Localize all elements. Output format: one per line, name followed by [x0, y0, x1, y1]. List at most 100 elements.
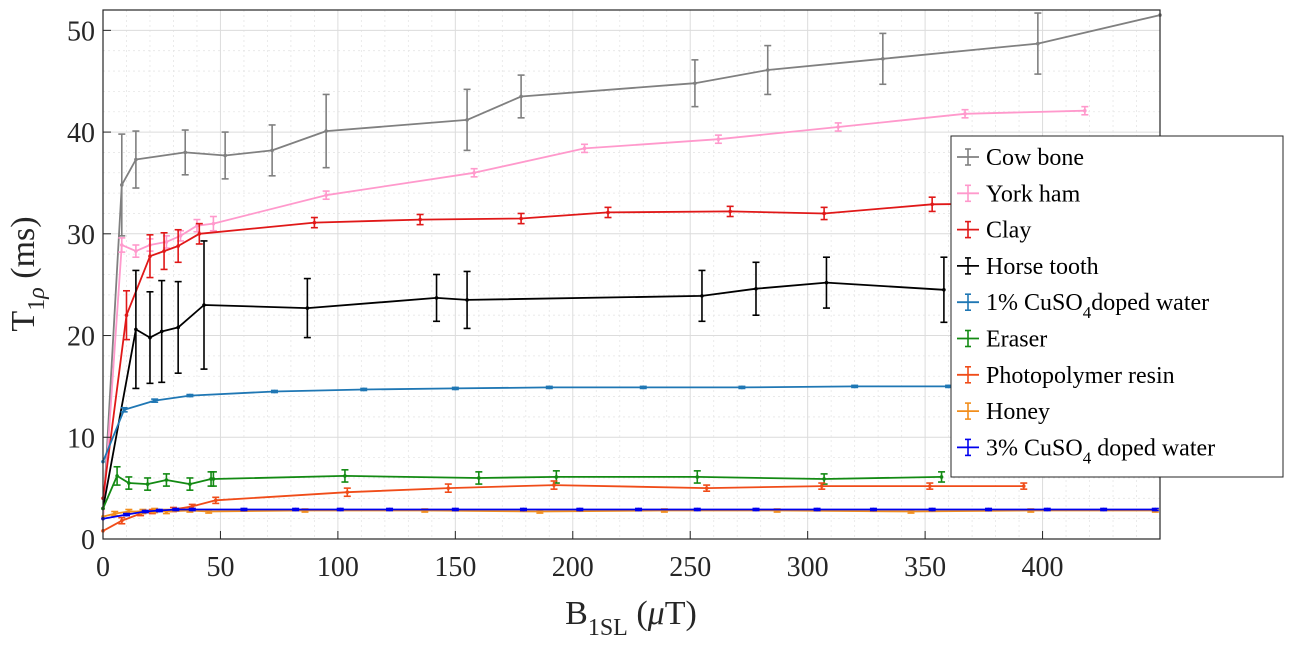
- x-tick-label: 0: [96, 552, 110, 583]
- x-tick-label: 300: [787, 552, 829, 583]
- data-point: [946, 384, 951, 389]
- x-tick-label: 100: [317, 552, 359, 583]
- legend-item: Honey: [957, 399, 1050, 425]
- data-point: [188, 482, 192, 486]
- data-point: [293, 507, 298, 512]
- data-point: [519, 94, 523, 99]
- legend-label: Cow bone: [986, 145, 1084, 171]
- data-point: [446, 486, 451, 490]
- data-point: [122, 408, 126, 412]
- data-point: [1036, 41, 1040, 46]
- data-point: [312, 220, 317, 225]
- data-point: [716, 137, 721, 141]
- legend-item: Clay: [957, 218, 1031, 244]
- data-point: [552, 483, 556, 487]
- data-point: [939, 475, 944, 479]
- data-point: [202, 303, 206, 307]
- data-point: [148, 335, 152, 340]
- data-point: [765, 68, 770, 72]
- data-point: [164, 240, 169, 244]
- data-point: [338, 507, 343, 512]
- legend-item: Eraser: [957, 327, 1047, 353]
- data-point: [176, 244, 180, 248]
- data-point: [324, 193, 328, 197]
- series-clay: [101, 196, 1026, 501]
- data-point: [127, 509, 131, 514]
- data-point: [145, 482, 150, 486]
- y-tick-label: 0: [81, 525, 95, 556]
- data-point: [211, 477, 216, 481]
- data-point: [174, 507, 178, 512]
- data-point: [190, 504, 195, 509]
- data-point: [188, 393, 192, 398]
- legend-item: Photopolymer resin: [957, 363, 1175, 389]
- data-point: [418, 217, 422, 222]
- legend-label-name: 3% CuSO: [986, 435, 1083, 461]
- data-point: [472, 170, 476, 175]
- x-axis-title-sub: 1SL: [588, 615, 628, 641]
- data-point: [115, 474, 119, 478]
- data-point: [695, 507, 700, 512]
- y-axis-title-unit: (ms): [5, 216, 42, 287]
- data-point: [986, 507, 991, 512]
- data-point: [881, 57, 885, 61]
- legend-label-name: Clay: [986, 218, 1031, 244]
- data-point: [1021, 484, 1026, 488]
- data-point: [930, 202, 934, 207]
- data-point: [134, 327, 138, 332]
- data-point: [641, 385, 646, 390]
- data-point: [942, 287, 946, 292]
- data-point: [434, 296, 439, 300]
- data-point: [211, 221, 216, 226]
- data-point: [183, 150, 188, 155]
- legend-label-tail: doped water: [1091, 290, 1209, 316]
- data-point: [824, 280, 829, 285]
- data-point: [740, 385, 744, 390]
- x-tick-label: 200: [552, 552, 594, 583]
- legend-label: Eraser: [986, 327, 1047, 353]
- data-point: [909, 509, 913, 514]
- data-point: [606, 210, 610, 215]
- data-point: [148, 254, 152, 258]
- legend-item: 3% CuSO4 doped water: [957, 435, 1215, 467]
- y-tick-label: 20: [67, 322, 95, 353]
- data-point: [578, 507, 582, 512]
- legend-label-name: Photopolymer resin: [986, 363, 1175, 389]
- data-point: [728, 209, 732, 214]
- y-axis-title-sub1: 1: [24, 299, 50, 311]
- data-point: [197, 232, 202, 236]
- legend-item: 1% CuSO4doped water: [957, 290, 1209, 322]
- data-point: [143, 509, 148, 514]
- data-point: [152, 398, 157, 403]
- data-point: [1045, 507, 1050, 512]
- y-tick-label: 40: [67, 118, 95, 149]
- x-tick-label: 250: [669, 552, 711, 583]
- data-point: [822, 477, 826, 481]
- data-point: [928, 484, 932, 488]
- legend-label-subscript: 4: [1083, 448, 1092, 467]
- data-point: [112, 511, 117, 516]
- data-point: [164, 478, 169, 482]
- data-point: [519, 216, 523, 221]
- data-point: [127, 481, 131, 485]
- data-point: [1101, 507, 1106, 512]
- legend-label: Photopolymer resin: [986, 363, 1175, 389]
- series-cow-bone: [101, 12, 1162, 521]
- data-point: [521, 507, 526, 512]
- data-point: [324, 129, 328, 133]
- series-layer: [101, 12, 1162, 533]
- data-point: [930, 507, 934, 512]
- x-tick-label: 350: [904, 552, 946, 583]
- data-point: [124, 512, 129, 517]
- data-point: [754, 286, 758, 291]
- legend-label-name: Honey: [986, 399, 1050, 425]
- series-horse-tooth: [101, 240, 948, 511]
- data-point: [272, 389, 277, 394]
- data-point: [223, 153, 227, 158]
- data-point: [871, 507, 876, 512]
- legend-item: Cow bone: [957, 145, 1084, 171]
- legend-label-subscript: 4: [1083, 303, 1092, 322]
- data-point: [119, 518, 124, 523]
